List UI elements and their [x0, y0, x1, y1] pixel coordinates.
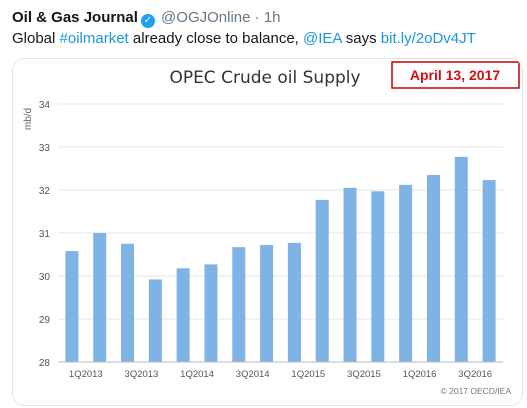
x-tick-label: 3Q2014	[236, 369, 270, 380]
x-tick-label: 3Q2013	[125, 369, 159, 380]
bar	[204, 264, 218, 362]
x-tick-label: 1Q2015	[291, 369, 325, 380]
y-axis-label: mb/d	[23, 108, 34, 130]
bar	[454, 156, 468, 362]
source-credit: © 2017 OECD/IEA	[440, 386, 511, 396]
y-tick-label: 28	[39, 358, 51, 369]
url-link[interactable]: bit.ly/2oDv4JT	[380, 30, 476, 47]
author-handle[interactable]: @OGJOnline	[161, 9, 251, 26]
bar	[371, 191, 385, 362]
bar	[482, 180, 496, 362]
chart-title: OPEC Crude oil Supply	[169, 68, 360, 88]
y-tick-label: 32	[39, 186, 51, 197]
tweet-text-part: says	[341, 30, 381, 47]
bar	[287, 242, 301, 362]
bar	[426, 174, 440, 362]
bar	[121, 243, 135, 362]
y-tick-label: 33	[39, 143, 51, 154]
y-tick-label: 30	[39, 272, 51, 283]
bar	[93, 233, 107, 362]
x-tick-label: 3Q2016	[458, 369, 492, 380]
tweet-text-part: Global	[12, 30, 60, 47]
date-annotation-box	[391, 61, 520, 89]
bar	[148, 279, 162, 362]
y-tick-label: 34	[39, 100, 51, 111]
mention-link[interactable]: @IEA	[303, 30, 342, 47]
y-tick-label: 31	[39, 229, 51, 240]
x-tick-label: 1Q2014	[180, 369, 214, 380]
x-tick-label: 3Q2015	[347, 369, 381, 380]
bar	[176, 268, 190, 362]
x-tick-label: 1Q2016	[403, 369, 437, 380]
tweet-timestamp[interactable]: 1h	[263, 9, 281, 26]
verified-badge-icon: ✓	[140, 14, 155, 28]
bar	[232, 247, 246, 362]
hashtag-link[interactable]: #oilmarket	[59, 30, 129, 47]
date-annotation: April 13, 2017	[410, 67, 500, 83]
tweet-text: Global #oilmarket already close to balan…	[12, 29, 476, 49]
tweet-text-part: already close to balance,	[128, 30, 304, 47]
tweet-media-card[interactable]: OPEC Crude oil Supply April 13, 2017 mb/…	[12, 58, 523, 406]
tweet-header: Oil & Gas Journal ✓ @OGJOnline · 1h	[12, 8, 281, 28]
bar	[65, 251, 79, 362]
chart-svg: OPEC Crude oil Supply April 13, 2017 mb/…	[23, 61, 520, 396]
bar	[343, 187, 357, 362]
author-name[interactable]: Oil & Gas Journal	[12, 9, 138, 26]
x-tick-label: 1Q2013	[69, 369, 103, 380]
bar	[315, 199, 329, 362]
y-tick-label: 29	[39, 315, 51, 326]
bar	[399, 184, 413, 362]
separator-dot: ·	[254, 9, 260, 26]
bar	[260, 245, 274, 362]
